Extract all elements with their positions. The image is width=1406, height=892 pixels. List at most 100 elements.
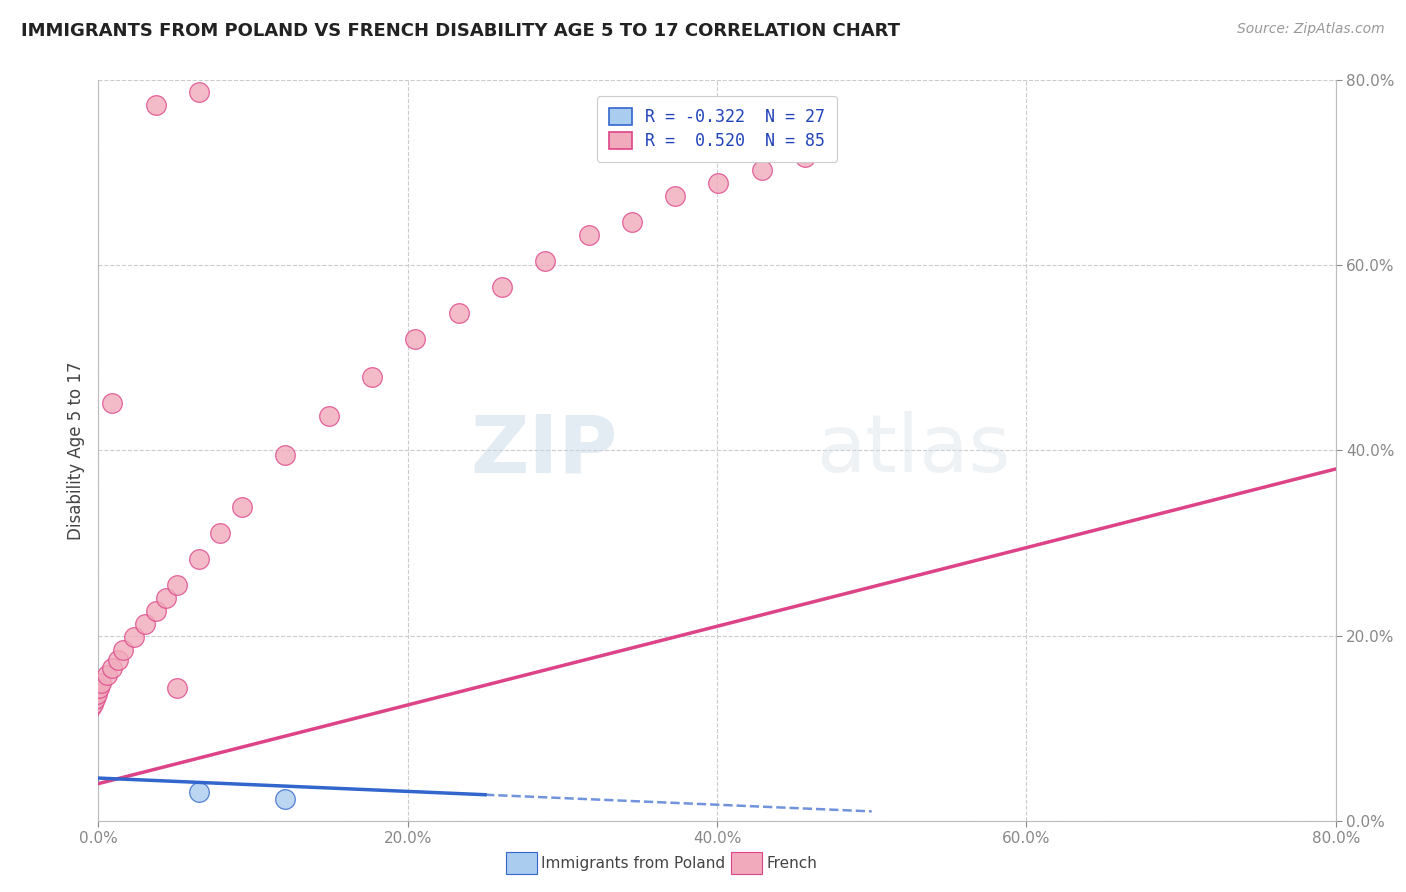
Point (107, 765, 129, 780)
Text: Immigrants from Poland: Immigrants from Poland (541, 856, 725, 871)
Point (97, 774, 120, 789)
Point (101, 772, 124, 787)
Point (131, 739, 153, 754)
Point (100, 774, 122, 789)
Point (105, 762, 128, 776)
Point (104, 790, 127, 805)
Point (100, 764, 122, 778)
Point (830, 416, 852, 430)
Text: IMMIGRANTS FROM POLAND VS FRENCH DISABILITY AGE 5 TO 17 CORRELATION CHART: IMMIGRANTS FROM POLAND VS FRENCH DISABIL… (21, 22, 900, 40)
Point (134, 736, 156, 750)
Point (96, 764, 118, 778)
Point (1077, 369, 1099, 384)
Point (891, 407, 914, 421)
Point (89, 776, 111, 791)
Point (242, 739, 264, 754)
Point (96, 779, 118, 793)
Point (91, 760, 114, 774)
Point (91, 780, 114, 795)
Point (149, 724, 172, 739)
Point (93, 771, 115, 785)
Point (115, 805, 138, 819)
Point (103, 786, 125, 800)
Point (157, 719, 180, 733)
Point (103, 772, 125, 787)
Point (91, 769, 114, 783)
Point (105, 767, 128, 781)
Point (98, 762, 121, 776)
Point (100, 774, 122, 789)
Point (768, 434, 790, 449)
Point (90, 779, 112, 793)
Point (111, 799, 132, 814)
Point (89, 765, 111, 780)
Point (149, 536, 172, 550)
Point (458, 545, 481, 559)
Point (118, 753, 141, 767)
Point (96, 781, 118, 796)
Point (115, 756, 138, 771)
Point (114, 758, 136, 772)
Point (90, 772, 112, 786)
Point (111, 756, 132, 771)
Point (90, 772, 112, 787)
Point (91, 764, 114, 778)
Point (91, 774, 114, 789)
Point (93, 769, 115, 783)
Point (582, 490, 605, 504)
Point (104, 769, 127, 783)
Text: atlas: atlas (815, 411, 1011, 490)
Point (396, 818, 419, 832)
Point (396, 573, 419, 587)
Point (1139, 360, 1161, 375)
Point (98, 772, 121, 787)
Point (103, 762, 125, 776)
Legend: R = -0.322  N = 27, R =  0.520  N = 85: R = -0.322 N = 27, R = 0.520 N = 85 (598, 96, 837, 161)
Point (226, 674, 249, 689)
Point (97, 769, 120, 783)
Point (93, 779, 115, 793)
Point (335, 610, 357, 624)
Point (117, 755, 139, 769)
Point (91, 767, 114, 781)
Point (100, 781, 122, 796)
Point (304, 628, 326, 642)
Point (644, 471, 666, 485)
Point (101, 779, 124, 793)
Point (101, 765, 124, 780)
Point (180, 221, 202, 235)
Point (105, 793, 128, 807)
Y-axis label: Disability Age 5 to 17: Disability Age 5 to 17 (66, 361, 84, 540)
Point (90, 764, 112, 778)
Point (242, 665, 264, 680)
Point (93, 773, 115, 788)
Point (104, 764, 127, 778)
Point (128, 743, 150, 757)
Point (273, 647, 295, 661)
Point (180, 703, 202, 717)
Point (90, 769, 112, 783)
Point (111, 762, 132, 776)
Point (211, 684, 233, 698)
Point (91, 771, 114, 785)
Point (96, 774, 118, 789)
Point (165, 712, 187, 726)
Point (89, 771, 111, 785)
Point (96, 758, 118, 772)
Point (98, 767, 121, 781)
Point (91, 776, 114, 791)
Text: Source: ZipAtlas.com: Source: ZipAtlas.com (1237, 22, 1385, 37)
Point (93, 776, 115, 791)
Point (108, 764, 131, 778)
Point (273, 814, 295, 828)
Point (107, 795, 129, 809)
Point (97, 779, 120, 793)
Point (195, 693, 218, 707)
Point (98, 771, 121, 785)
Point (96, 769, 118, 783)
Text: ZIP: ZIP (471, 411, 619, 490)
Point (121, 750, 143, 764)
Point (273, 314, 295, 328)
Point (97, 772, 120, 787)
Point (141, 731, 165, 745)
